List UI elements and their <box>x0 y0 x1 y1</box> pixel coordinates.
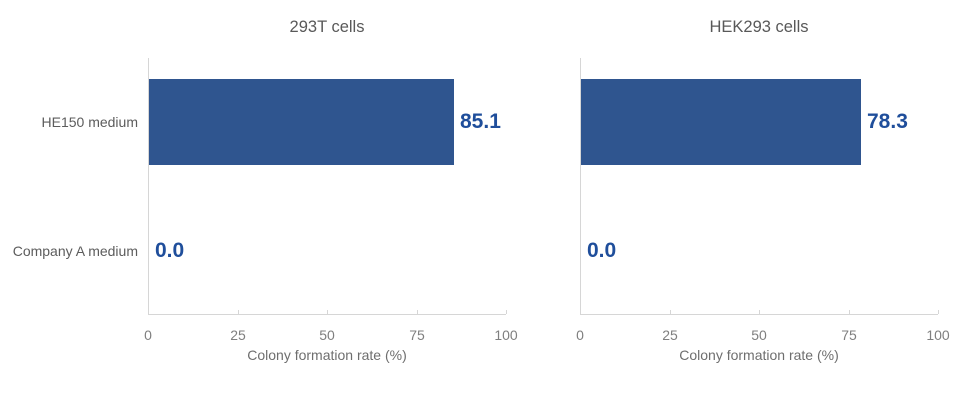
x-axis-tick-label: 25 <box>230 327 246 343</box>
bar-value-label: 85.1 <box>460 110 501 134</box>
bar-he150-medium <box>149 79 454 165</box>
chart-title: HEK293 cells <box>709 18 809 36</box>
bar-he150-medium <box>581 79 861 165</box>
x-axis-tick-mark <box>849 310 850 314</box>
x-axis-tick-label: 75 <box>841 327 857 343</box>
x-axis-tick-label: 100 <box>926 327 950 343</box>
x-axis-tick-mark <box>670 310 671 314</box>
x-axis-tick-mark <box>759 310 760 314</box>
x-axis-label: Colony formation rate (%) <box>679 347 839 363</box>
plot-area <box>580 58 938 315</box>
x-axis-tick-label: 50 <box>319 327 335 343</box>
x-axis-tick-label: 0 <box>144 327 152 343</box>
x-axis-tick-label: 25 <box>662 327 678 343</box>
category-label: Company A medium <box>12 242 138 259</box>
x-axis-tick-label: 75 <box>409 327 425 343</box>
bar-value-label: 0.0 <box>587 238 617 262</box>
category-label: HE150 medium <box>41 114 139 131</box>
x-axis-tick-mark <box>238 310 239 314</box>
x-axis-tick-label: 0 <box>576 327 584 343</box>
x-axis-tick-mark <box>417 310 418 314</box>
x-axis-tick-mark <box>506 310 507 314</box>
x-axis-tick-label: 100 <box>494 327 518 343</box>
x-axis-tick-label: 50 <box>751 327 767 343</box>
x-axis-tick-mark <box>938 310 939 314</box>
bar-value-label: 0.0 <box>155 238 185 262</box>
bar-value-label: 78.3 <box>867 110 908 134</box>
chart-title: 293T cells <box>289 18 365 36</box>
x-axis-tick-mark <box>327 310 328 314</box>
x-axis-label: Colony formation rate (%) <box>247 347 407 363</box>
plot-area <box>148 58 506 315</box>
